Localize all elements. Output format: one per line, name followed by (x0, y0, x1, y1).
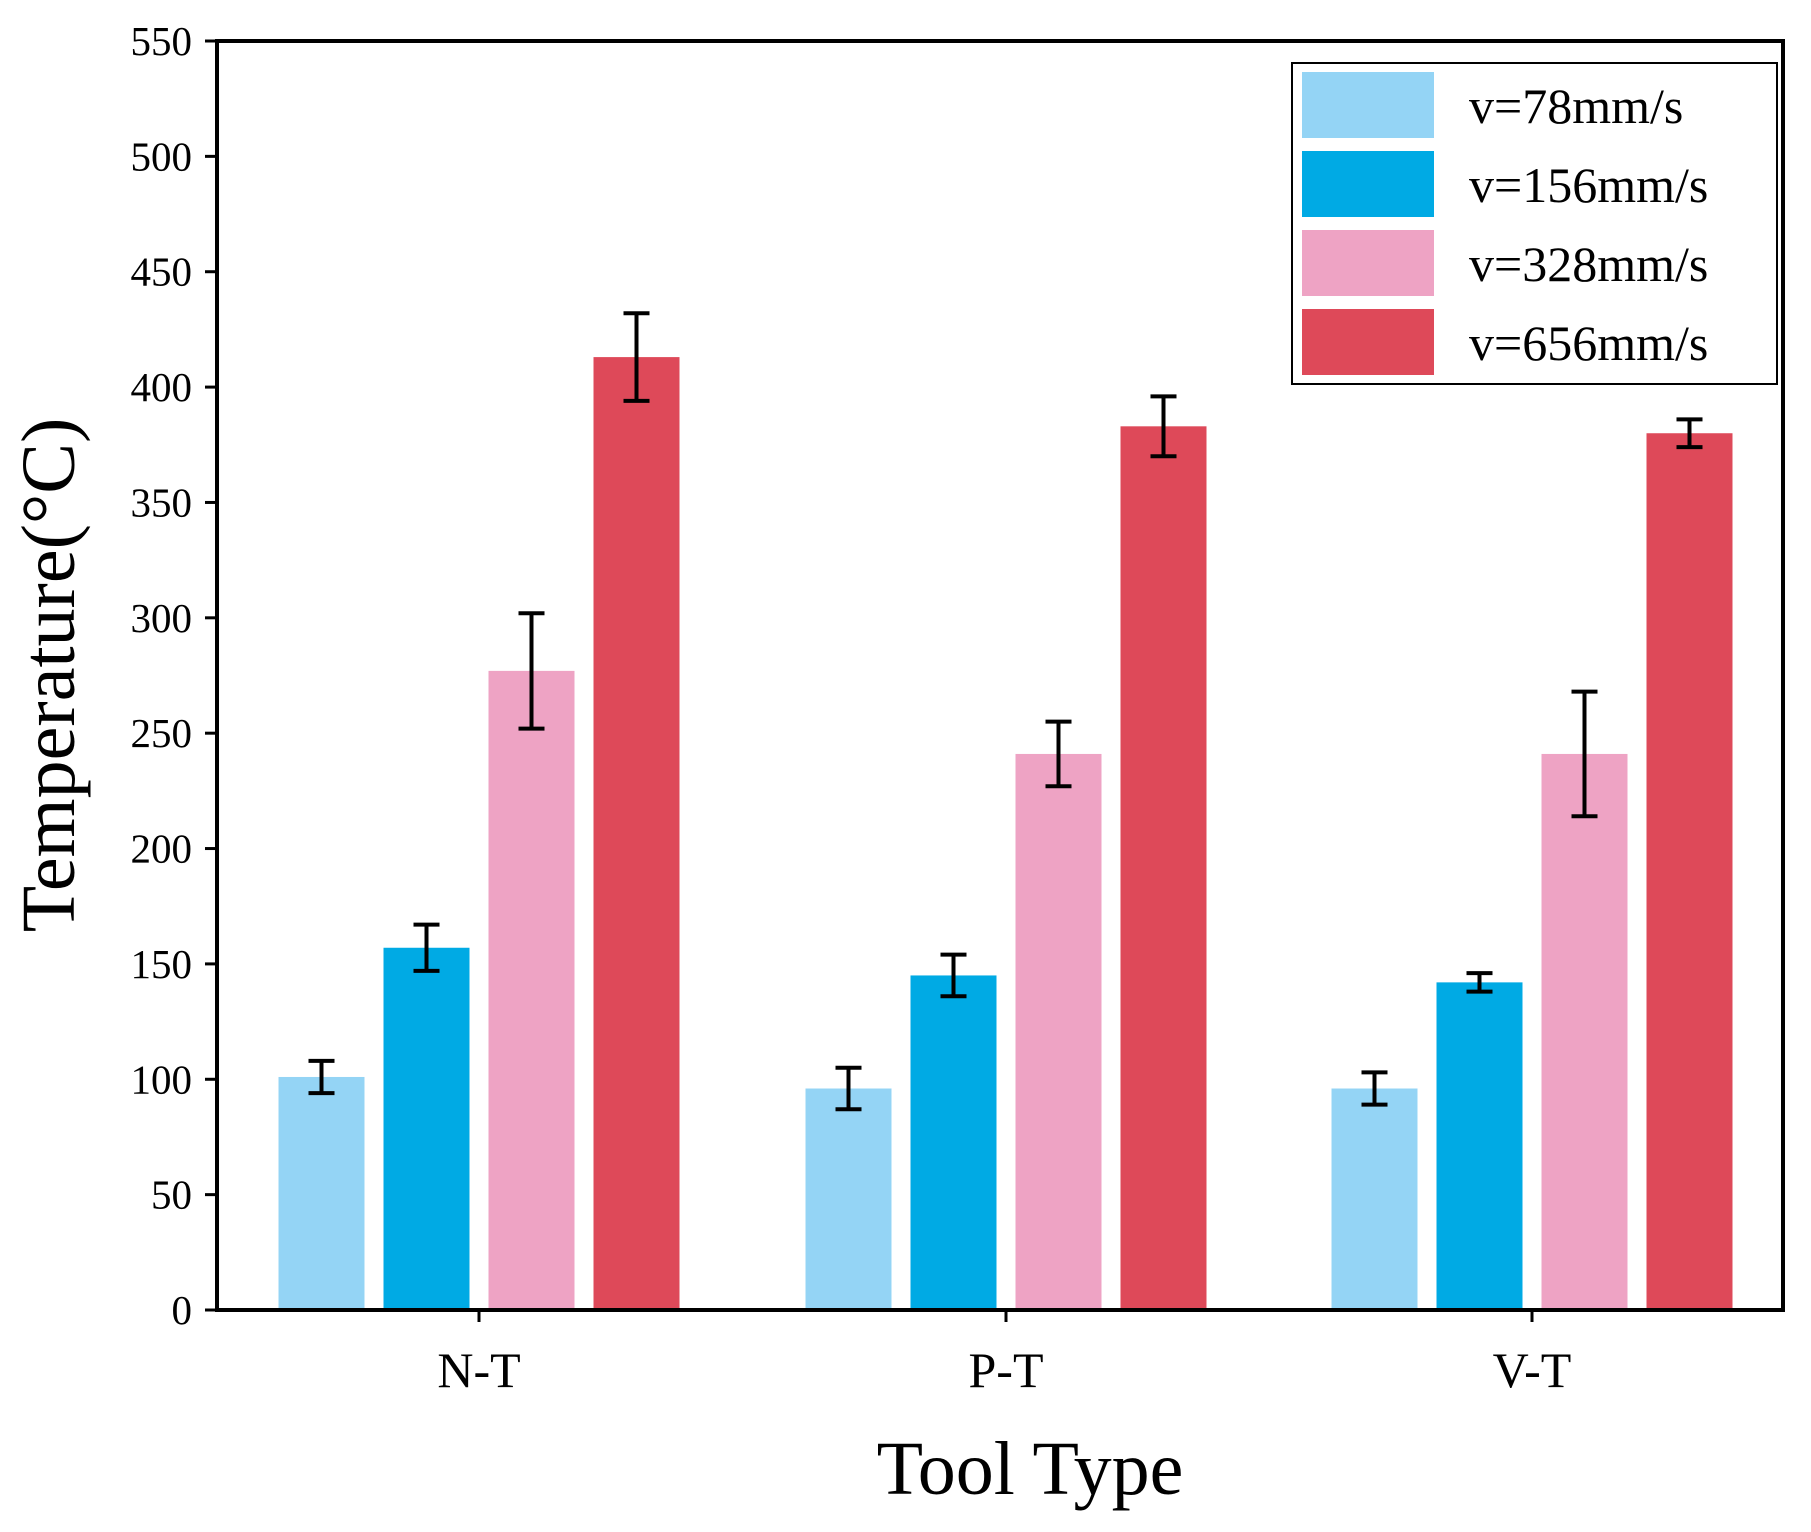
y-tick-label-450: 450 (131, 249, 193, 295)
legend-label-v=156mm/s: v=156mm/s (1469, 157, 1708, 213)
legend-items: v=78mm/s v=156mm/s v=328mm/s v=656mm/s (1302, 72, 1708, 375)
error-bar-V-T-v=328mm/s (1571, 689, 1598, 819)
bar-P-T-v=156mm/s (910, 975, 997, 1310)
y-tick-label-350: 350 (131, 479, 193, 525)
y-tick-label-50: 50 (151, 1172, 192, 1218)
error-bar-N-T-v=328mm/s (518, 611, 545, 731)
legend-swatch-v=78mm/s (1302, 72, 1434, 138)
legend-swatch-v=656mm/s (1302, 309, 1434, 375)
bar-V-T-v=656mm/s (1646, 433, 1733, 1311)
bar-P-T-v=656mm/s (1120, 426, 1207, 1310)
y-tick-label-500: 500 (131, 133, 193, 179)
x-axis: N-T P-T V-T (437, 1310, 1571, 1398)
x-tick-label-P-T: P-T (969, 1342, 1044, 1398)
x-tick-label-N-T: N-T (437, 1342, 520, 1398)
bar-V-T-v=156mm/s (1436, 982, 1523, 1310)
y-tick-label-150: 150 (131, 941, 193, 987)
bar-P-T-v=328mm/s (1015, 753, 1102, 1310)
bar-P-T-v=78mm/s (805, 1088, 892, 1310)
bar-V-T-v=78mm/s (1331, 1088, 1418, 1310)
legend: v=78mm/s v=156mm/s v=328mm/s v=656mm/s (1291, 62, 1778, 385)
error-bar-V-T-v=656mm/s (1676, 417, 1703, 450)
error-bar-N-T-v=156mm/s (413, 922, 440, 973)
error-bars-layer (308, 311, 1703, 1112)
legend-label-v=78mm/s: v=78mm/s (1469, 78, 1683, 134)
y-tick-label-250: 250 (131, 710, 193, 756)
bars-layer (278, 357, 1733, 1311)
legend-label-v=328mm/s: v=328mm/s (1469, 236, 1708, 292)
bar-V-T-v=328mm/s (1541, 753, 1628, 1310)
error-bar-P-T-v=328mm/s (1045, 719, 1072, 789)
legend-swatch-v=328mm/s (1302, 230, 1434, 296)
y-tick-label-200: 200 (131, 826, 193, 872)
y-axis-title: Temperature(°C) (7, 418, 91, 933)
x-tick-label-V-T: V-T (1493, 1342, 1572, 1398)
y-tick-label-300: 300 (131, 595, 193, 641)
error-bar-P-T-v=156mm/s (940, 952, 967, 999)
y-tick-label-0: 0 (172, 1287, 193, 1333)
legend-label-v=656mm/s: v=656mm/s (1469, 315, 1708, 371)
y-tick-label-100: 100 (131, 1056, 193, 1102)
error-bar-N-T-v=78mm/s (308, 1058, 335, 1096)
bar-N-T-v=78mm/s (278, 1076, 365, 1310)
error-bar-V-T-v=156mm/s (1466, 971, 1493, 994)
error-bar-N-T-v=656mm/s (623, 311, 650, 403)
bar-N-T-v=328mm/s (488, 670, 575, 1310)
y-tick-label-400: 400 (131, 364, 193, 410)
y-axis: 0 50 100 150 200 250 300 350 400 450 500 550 (131, 18, 217, 1333)
x-axis-title: Tool Type (877, 1427, 1184, 1511)
error-bar-V-T-v=78mm/s (1361, 1070, 1388, 1107)
plot-area-frame (215, 39, 1785, 1312)
bar-N-T-v=156mm/s (383, 947, 470, 1310)
error-bar-P-T-v=656mm/s (1150, 394, 1177, 459)
legend-swatch-v=156mm/s (1302, 151, 1434, 217)
y-tick-label-550: 550 (131, 18, 193, 64)
error-bar-P-T-v=78mm/s (835, 1065, 862, 1112)
bar-N-T-v=656mm/s (593, 357, 680, 1310)
